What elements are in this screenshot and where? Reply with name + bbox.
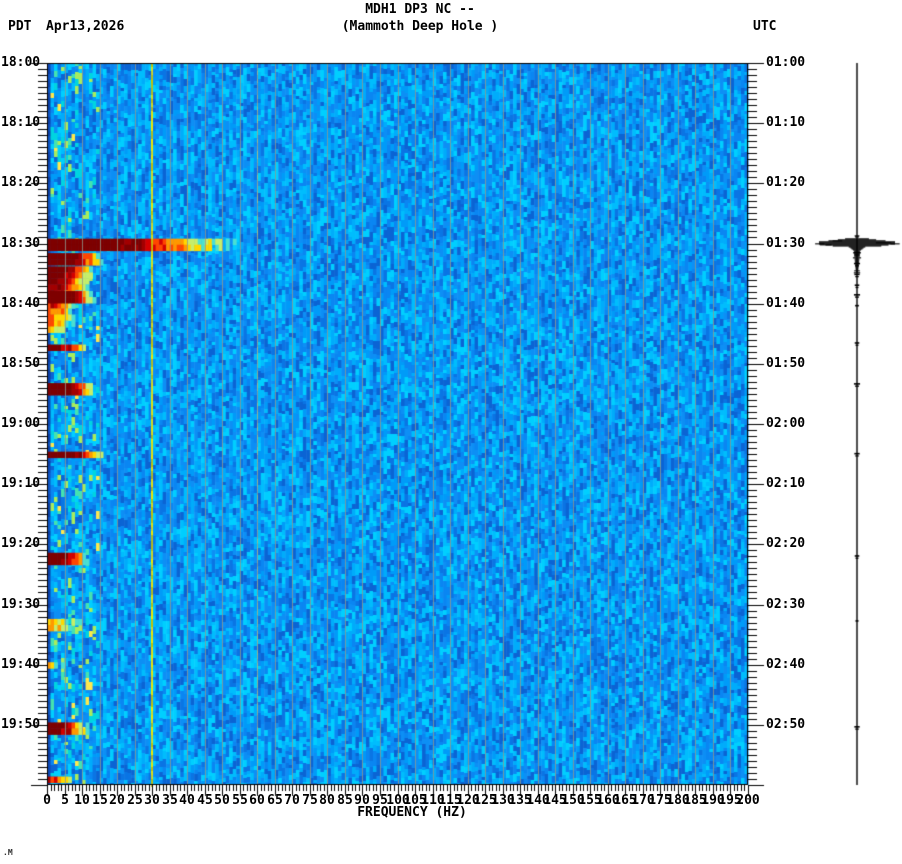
freq-tick-label: 165 <box>613 793 637 808</box>
freq-tick-label: 150 <box>561 793 585 808</box>
utc-time-label: 02:00 <box>766 416 806 431</box>
freq-tick-label: 5 <box>61 793 69 808</box>
utc-time-label: 01:00 <box>766 55 806 70</box>
utc-time-label: 02:20 <box>766 536 806 551</box>
freq-tick-label: 35 <box>162 793 178 808</box>
utc-time-label: 01:50 <box>766 356 806 371</box>
x-axis-title: FREQUENCY (HZ) <box>357 805 467 820</box>
utc-time-label: 02:10 <box>766 476 806 491</box>
freq-tick-label: 15 <box>92 793 108 808</box>
freq-tick-label: 125 <box>473 793 497 808</box>
freq-tick-label: 0 <box>43 793 51 808</box>
freq-tick-label: 160 <box>596 793 620 808</box>
freq-tick-label: 200 <box>736 793 760 808</box>
station-title: MDH1 DP3 NC -- <box>365 2 475 17</box>
pdt-time-label: 18:10 <box>1 115 41 130</box>
station-subtitle: (Mammoth Deep Hole ) <box>341 19 499 34</box>
freq-tick-label: 95 <box>372 793 388 808</box>
freq-tick-label: 65 <box>267 793 283 808</box>
utc-time-label: 01:10 <box>766 115 806 130</box>
freq-tick-label: 45 <box>197 793 213 808</box>
freq-tick-label: 115 <box>438 793 462 808</box>
freq-tick-label: 50 <box>214 793 230 808</box>
pdt-time-label: 18:30 <box>1 236 41 251</box>
freq-tick-label: 90 <box>354 793 370 808</box>
freq-tick-label: 40 <box>179 793 195 808</box>
freq-tick-label: 105 <box>403 793 427 808</box>
utc-time-label: 02:40 <box>766 657 806 672</box>
freq-tick-label: 20 <box>109 793 125 808</box>
pdt-time-label: 19:20 <box>1 536 41 551</box>
pdt-time-label: 18:40 <box>1 296 41 311</box>
utc-time-label: 02:30 <box>766 597 806 612</box>
pdt-time-label: 19:40 <box>1 657 41 672</box>
freq-tick-label: 80 <box>319 793 335 808</box>
freq-tick-label: 100 <box>386 793 410 808</box>
freq-tick-label: 190 <box>701 793 725 808</box>
freq-tick-label: 145 <box>543 793 567 808</box>
freq-tick-label: 155 <box>578 793 602 808</box>
pdt-time-label: 19:50 <box>1 717 41 732</box>
freq-tick-label: 195 <box>718 793 742 808</box>
utc-time-label: 02:50 <box>766 717 806 732</box>
freq-tick-label: 140 <box>526 793 550 808</box>
pdt-time-label: 18:00 <box>1 55 41 70</box>
pdt-time-label: 18:20 <box>1 175 41 190</box>
pdt-time-label: 19:10 <box>1 476 41 491</box>
freq-tick-label: 10 <box>74 793 90 808</box>
freq-tick-label: 180 <box>666 793 690 808</box>
freq-tick-label: 135 <box>508 793 532 808</box>
freq-tick-label: 185 <box>683 793 707 808</box>
freq-tick-label: 110 <box>421 793 445 808</box>
pdt-time-label: 19:00 <box>1 416 41 431</box>
freq-tick-label: 170 <box>631 793 655 808</box>
freq-tick-label: 120 <box>456 793 480 808</box>
utc-time-label: 01:40 <box>766 296 806 311</box>
corner-mark: .M <box>3 848 13 857</box>
freq-tick-label: 175 <box>648 793 672 808</box>
freq-tick-label: 70 <box>284 793 300 808</box>
pdt-time-label: 18:50 <box>1 356 41 371</box>
freq-tick-label: 30 <box>144 793 160 808</box>
freq-tick-label: 75 <box>302 793 318 808</box>
freq-tick-label: 55 <box>232 793 248 808</box>
timezone-left-label: PDT <box>8 19 32 34</box>
timezone-right-label: UTC <box>753 19 777 34</box>
pdt-time-label: 19:30 <box>1 597 41 612</box>
utc-time-label: 01:20 <box>766 175 806 190</box>
date-label: Apr13,2026 <box>46 19 125 34</box>
freq-tick-label: 130 <box>491 793 515 808</box>
freq-tick-label: 25 <box>127 793 143 808</box>
freq-tick-label: 60 <box>249 793 265 808</box>
freq-tick-label: 85 <box>337 793 353 808</box>
utc-time-label: 01:30 <box>766 236 806 251</box>
